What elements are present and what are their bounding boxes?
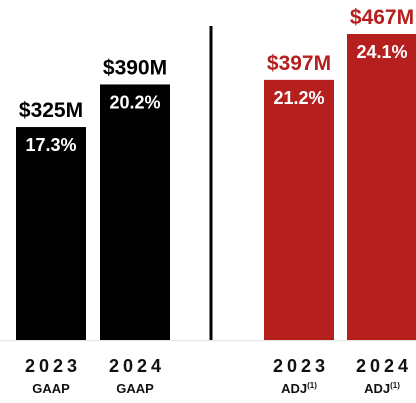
margin-label-1: 17.3% [25,135,76,155]
margin-label-2: 20.2% [109,92,160,112]
bars-group: $325M 17.3% 2023 GAAP $390M 20.2% 2024 GAAP $397… [16,6,416,396]
bar-1 [16,127,86,340]
bar-4 [347,34,416,340]
footnote-marker-3: (1) [307,381,317,390]
bar-3 [264,79,334,340]
type-label-4: ADJ(1) [364,381,400,396]
margin-label-3: 21.2% [273,88,324,108]
value-label-1: $325M [19,99,83,122]
value-label-4: $467M [350,6,414,29]
type-label-3: ADJ(1) [281,381,317,396]
margin-label-4: 24.1% [356,42,407,62]
year-label-2: 2024 [109,356,165,376]
value-label-3: $397M [267,52,331,75]
year-label-4: 2024 [356,356,412,376]
value-label-2: $390M [103,56,167,79]
type-label-1: GAAP [32,381,70,396]
bar-2 [100,84,170,340]
year-label-1: 2023 [25,356,81,376]
year-label-3: 2023 [273,356,329,376]
footnote-marker-4: (1) [390,381,400,390]
type-label-2: GAAP [116,381,154,396]
